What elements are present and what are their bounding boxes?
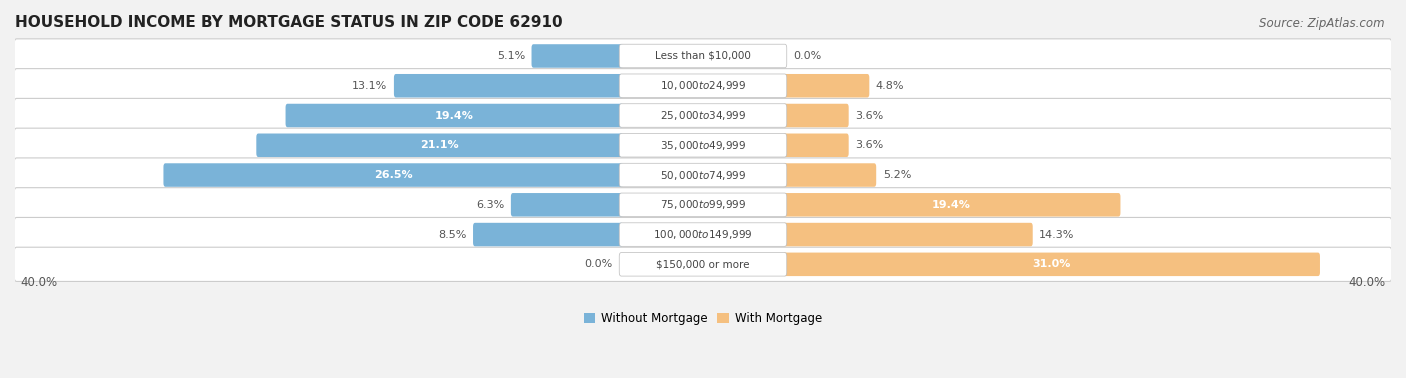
Text: 19.4%: 19.4% <box>434 110 474 121</box>
FancyBboxPatch shape <box>619 104 787 127</box>
Text: 5.1%: 5.1% <box>496 51 524 61</box>
Text: 0.0%: 0.0% <box>793 51 821 61</box>
FancyBboxPatch shape <box>783 163 876 187</box>
FancyBboxPatch shape <box>14 69 1392 103</box>
FancyBboxPatch shape <box>619 193 787 217</box>
FancyBboxPatch shape <box>256 133 623 157</box>
Text: Source: ZipAtlas.com: Source: ZipAtlas.com <box>1260 17 1385 30</box>
Text: $50,000 to $74,999: $50,000 to $74,999 <box>659 169 747 181</box>
FancyBboxPatch shape <box>531 44 623 68</box>
Text: 21.1%: 21.1% <box>420 140 460 150</box>
FancyBboxPatch shape <box>510 193 623 217</box>
FancyBboxPatch shape <box>619 133 787 157</box>
FancyBboxPatch shape <box>619 74 787 98</box>
FancyBboxPatch shape <box>14 247 1392 282</box>
FancyBboxPatch shape <box>783 223 1033 246</box>
Text: Less than $10,000: Less than $10,000 <box>655 51 751 61</box>
FancyBboxPatch shape <box>14 128 1392 163</box>
FancyBboxPatch shape <box>394 74 623 98</box>
FancyBboxPatch shape <box>14 188 1392 222</box>
Text: 31.0%: 31.0% <box>1032 259 1070 270</box>
Text: 3.6%: 3.6% <box>855 110 883 121</box>
Text: 3.6%: 3.6% <box>855 140 883 150</box>
FancyBboxPatch shape <box>783 104 849 127</box>
FancyBboxPatch shape <box>285 104 623 127</box>
Text: HOUSEHOLD INCOME BY MORTGAGE STATUS IN ZIP CODE 62910: HOUSEHOLD INCOME BY MORTGAGE STATUS IN Z… <box>15 15 562 30</box>
Text: 19.4%: 19.4% <box>932 200 972 210</box>
FancyBboxPatch shape <box>783 74 869 98</box>
Text: 6.3%: 6.3% <box>477 200 505 210</box>
FancyBboxPatch shape <box>783 253 1320 276</box>
Text: 5.2%: 5.2% <box>883 170 911 180</box>
FancyBboxPatch shape <box>783 193 1121 217</box>
Text: $25,000 to $34,999: $25,000 to $34,999 <box>659 109 747 122</box>
Text: 0.0%: 0.0% <box>585 259 613 270</box>
FancyBboxPatch shape <box>783 133 849 157</box>
Text: 4.8%: 4.8% <box>876 81 904 91</box>
FancyBboxPatch shape <box>619 253 787 276</box>
FancyBboxPatch shape <box>14 39 1392 73</box>
Text: $150,000 or more: $150,000 or more <box>657 259 749 270</box>
Text: $100,000 to $149,999: $100,000 to $149,999 <box>654 228 752 241</box>
Legend: Without Mortgage, With Mortgage: Without Mortgage, With Mortgage <box>579 308 827 330</box>
FancyBboxPatch shape <box>14 98 1392 133</box>
Text: 26.5%: 26.5% <box>374 170 413 180</box>
FancyBboxPatch shape <box>619 223 787 246</box>
FancyBboxPatch shape <box>619 44 787 68</box>
Text: 14.3%: 14.3% <box>1039 229 1074 240</box>
FancyBboxPatch shape <box>14 158 1392 192</box>
Text: $75,000 to $99,999: $75,000 to $99,999 <box>659 198 747 211</box>
FancyBboxPatch shape <box>472 223 623 246</box>
FancyBboxPatch shape <box>14 217 1392 252</box>
FancyBboxPatch shape <box>619 163 787 187</box>
Text: $35,000 to $49,999: $35,000 to $49,999 <box>659 139 747 152</box>
Text: 40.0%: 40.0% <box>1348 276 1386 289</box>
Text: $10,000 to $24,999: $10,000 to $24,999 <box>659 79 747 92</box>
FancyBboxPatch shape <box>163 163 623 187</box>
Text: 40.0%: 40.0% <box>20 276 58 289</box>
Text: 13.1%: 13.1% <box>352 81 388 91</box>
Text: 8.5%: 8.5% <box>439 229 467 240</box>
